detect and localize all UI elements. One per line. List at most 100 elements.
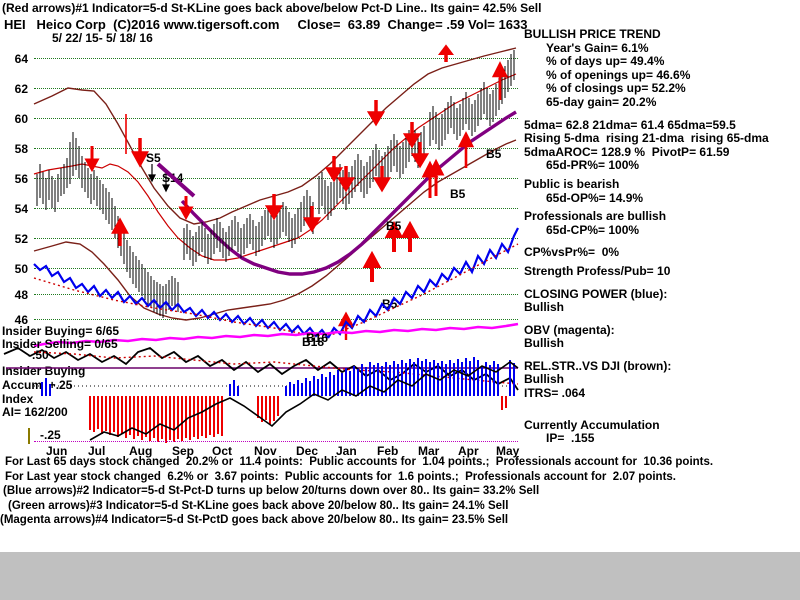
indicator-1-headline: (Red arrows)#1 Indicator=5-d St-KLine go… (2, 1, 542, 15)
pct-days-up: % of days up= 49.4% (546, 54, 665, 69)
y-tick-56: 56 (14, 172, 28, 186)
gridline (34, 118, 518, 119)
sell-arrow-down (84, 100, 430, 233)
insider-buying-ratio: Insider Buying= 6/65 (2, 324, 120, 338)
annotation-B5-apr: B5 (450, 187, 466, 201)
y-tick-64: 64 (14, 52, 28, 66)
symbol-quote-line: HEI Heico Corp (C)2016 www.tigersoft.com… (4, 17, 528, 32)
annotation-S5: S5 (146, 151, 161, 165)
gridline (34, 148, 518, 149)
lower-band-brown (33, 139, 517, 321)
bottom-axis-dotted (34, 441, 518, 442)
relative-strength-line (3, 346, 519, 391)
closing-power-value: Bullish (524, 300, 565, 315)
index-label: Index (2, 392, 34, 406)
s-label-arrows (148, 164, 170, 193)
power-obv-svg: B16 B18 (33, 227, 519, 349)
x-tick-dec: Dec (296, 444, 319, 458)
y-tick-52: 52 (14, 232, 28, 246)
pct-closings-up: % of closings up= 52.2% (546, 81, 686, 96)
upper-band-brown (33, 47, 517, 225)
y-tick-62: 62 (14, 82, 28, 96)
price-trend-title: BULLISH PRICE TREND (524, 27, 661, 41)
price-plot-area: S5 S14 B5 B5 B5 B5 (33, 44, 519, 349)
footer-summary: For Last 65 days stock changed 20.2% or … (0, 455, 800, 528)
chart-canvas: (Red arrows)#1 Indicator=5-d St-KLine go… (0, 0, 800, 552)
accumulation-plot-area (3, 346, 519, 445)
footer-indicator-2: (Blue arrows)#2 Indicator=5-d St-Pct-D t… (3, 485, 540, 498)
ai-value-label: AI= 162/200 (2, 405, 68, 419)
closing-power-blue-rising (327, 227, 519, 339)
cp-percent: 65d-CP%= 100% (546, 222, 640, 237)
x-tick-apr: Apr (458, 444, 479, 458)
dma-values: 5dma= 62.8 21dma= 61.4 65dma=59.5 (524, 117, 736, 132)
annotation-B5-may: B5 (486, 147, 502, 161)
y-tick-58: 58 (14, 142, 28, 156)
relstr-title: REL.STR..VS DJI (brown): (524, 358, 672, 373)
footer-indicator-3: (Green arrows)#3 Indicator=5-d St-KLine … (8, 499, 509, 512)
s5-purple-segment (156, 162, 196, 198)
x-tick-sep: Sep (172, 444, 195, 458)
spacer (524, 401, 800, 410)
ma-21-purple-line (180, 110, 517, 276)
y-tick-60: 60 (14, 112, 28, 126)
footer-65-day-summary: For Last 65 days stock changed 20.2% or … (5, 456, 714, 468)
footer-indicator-4: (Magenta arrows)#4 Indicator=5-d St-PctD… (0, 514, 509, 527)
footer-year-summary: For Last year stock changed 6.2% or 3.67… (5, 470, 676, 483)
y-tick-54: 54 (14, 202, 28, 216)
cp-vs-pr: CP%vsPr%= 0% (524, 245, 620, 260)
x-tick-may: May (496, 444, 520, 458)
relstr-value: Bullish (524, 372, 565, 387)
pct-openings-up: % of openings up= 46.6% (546, 67, 691, 82)
x-tick-jul: Jul (88, 444, 106, 458)
op-percent: 65d-OP%= 14.9% (546, 190, 644, 205)
date-range-label: 5/ 22/ 15- 5/ 18/ 16 (52, 31, 153, 45)
aroc-pivot: 5dmaAROC= 128.9 % PivotP= 61.59 (524, 144, 730, 159)
accumulation-svg (3, 346, 519, 443)
accum-bars-negative (89, 396, 507, 443)
closing-power-title: CLOSING POWER (blue): (524, 286, 668, 301)
annotation-B5-mar: B5 (386, 219, 402, 233)
x-tick-mar: Mar (418, 444, 440, 458)
ip-value: IP= .155 (546, 431, 595, 446)
professionals-status: Professionals are bullish (524, 209, 667, 224)
years-gain: Year's Gain= 6.1% (546, 40, 649, 55)
y-tick-48: 48 (14, 288, 28, 302)
gridline (34, 178, 518, 179)
signal-arrows (84, 44, 509, 340)
x-tick-jun: Jun (46, 444, 68, 458)
y-tick-46: 46 (14, 313, 28, 327)
scale-minus-25: -.25 (40, 428, 61, 442)
axis-start-tick (28, 428, 30, 444)
obv-value: Bullish (524, 336, 565, 351)
annotation-B18: B18 (302, 335, 324, 349)
analysis-panel: BULLISH PRICE TREND Year's Gain= 6.1% % … (524, 27, 800, 446)
public-status: Public is bearish (524, 176, 620, 191)
gridline (34, 268, 518, 269)
gridline (34, 294, 518, 295)
x-tick-nov: Nov (254, 444, 277, 458)
accumulation-histogram (41, 357, 515, 443)
itrs-value: ITRS= .064 (524, 386, 586, 401)
x-tick-jan: Jan (336, 444, 357, 458)
pr-percent: 65d-PR%= 100% (546, 158, 640, 173)
gridline (34, 238, 518, 239)
accum-value-label: Accum +.25 (2, 378, 73, 392)
accum-index-curve (89, 361, 519, 441)
annotation-B16: B16 (306, 331, 328, 345)
dma-direction: Rising 5-dma rising 21-dma rising 65-dma (524, 131, 769, 146)
x-tick-feb: Feb (377, 444, 399, 458)
closing-power-ma-dotted (33, 243, 519, 337)
insider-selling-ratio: Insider Selling= 0/65 (2, 337, 118, 351)
obv-title: OBV (magenta): (524, 322, 615, 337)
accumulation-status: Currently Accumulation (524, 417, 660, 432)
x-tick-aug: Aug (129, 444, 153, 458)
gridline (34, 58, 518, 59)
gridline (34, 319, 518, 320)
price-bars (36, 50, 515, 318)
price-series-svg: S5 S14 B5 B5 B5 B5 (33, 44, 517, 340)
strength-profess-pub: Strength Profess/Pub= 10 (524, 263, 671, 278)
buy-arrow-up (111, 44, 509, 340)
gridline (34, 88, 518, 89)
